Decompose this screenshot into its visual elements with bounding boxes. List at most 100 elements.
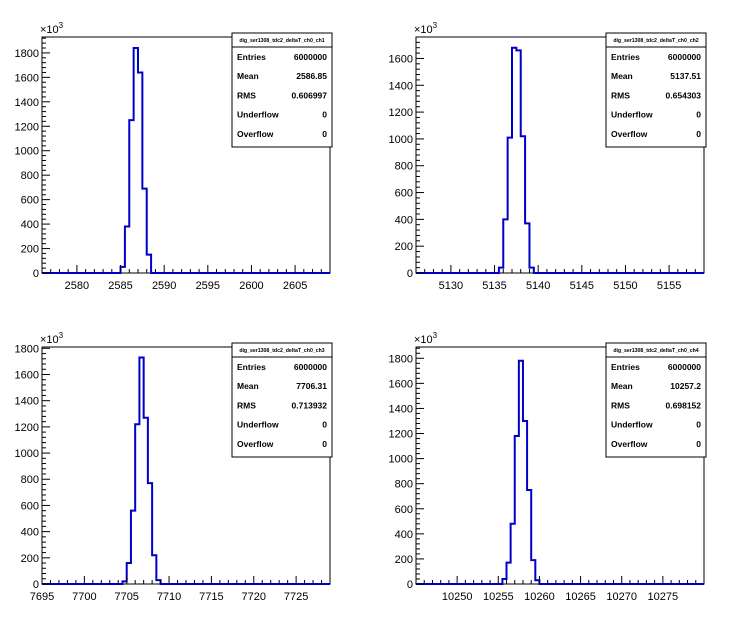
- y-tick-label: 1200: [15, 422, 39, 434]
- y-tick-label: 1000: [15, 448, 39, 460]
- stats-value-entries: 6000000: [294, 362, 327, 372]
- stats-label-underflow: Underflow: [611, 420, 653, 430]
- x-tick-label: 7715: [199, 591, 223, 603]
- x-tick-label: 5155: [657, 280, 681, 292]
- y-tick-label: 0: [33, 579, 39, 591]
- stats-value-overflow: 0: [696, 129, 701, 139]
- y-tick-label: 1400: [389, 403, 413, 415]
- x-tick-label: 10255: [483, 591, 514, 603]
- y-tick-label: 600: [21, 195, 39, 207]
- histogram-line: [416, 46, 704, 274]
- stats-label-overflow: Overflow: [237, 439, 274, 449]
- stats-value-overflow: 0: [322, 439, 327, 449]
- x-tick-label: 2605: [283, 280, 307, 292]
- stats-label-mean: Mean: [237, 381, 259, 391]
- x-tick-label: 7695: [30, 591, 54, 603]
- x-tick-label: 2595: [196, 280, 220, 292]
- x-tick-label: 10260: [524, 591, 555, 603]
- x-tick-label: 7700: [72, 591, 96, 603]
- y-tick-label: 600: [21, 500, 39, 512]
- x-tick-label: 5150: [613, 280, 637, 292]
- stats-value-overflow: 0: [696, 439, 701, 449]
- y-tick-label: 600: [395, 188, 413, 200]
- stats-label-underflow: Underflow: [237, 110, 279, 120]
- histogram-pad-1: 0 200 400 600 800 1000 1200 1400 1600 1800 2580 258…: [15, 21, 333, 292]
- y-tick-label: 1200: [15, 121, 39, 133]
- stats-label-rms: RMS: [237, 90, 256, 100]
- y-tick-label: 200: [21, 553, 39, 565]
- x-tick-label: 7705: [114, 591, 138, 603]
- y-tick-label: 400: [395, 529, 413, 541]
- stats-label-entries: Entries: [611, 52, 640, 62]
- y-tick-label: 1600: [15, 369, 39, 381]
- stats-label-underflow: Underflow: [237, 420, 279, 430]
- stats-label-rms: RMS: [611, 400, 630, 410]
- histogram-line: [42, 356, 330, 585]
- x-tick-label: 5130: [439, 280, 463, 292]
- stats-label-overflow: Overflow: [237, 129, 274, 139]
- y-tick-label: 400: [21, 219, 39, 231]
- x-tick-label: 10250: [442, 591, 473, 603]
- y-tick-label: 1800: [15, 343, 39, 355]
- y-axis-exponent: ×103: [414, 21, 438, 36]
- stats-label-mean: Mean: [611, 71, 633, 81]
- stats-value-mean: 2586.85: [296, 71, 327, 81]
- stats-label-underflow: Underflow: [611, 110, 653, 120]
- stats-value-underflow: 0: [322, 110, 327, 120]
- stats-value-mean: 7706.31: [296, 381, 327, 391]
- x-tick-label: 2580: [65, 280, 89, 292]
- x-tick-label: 10275: [648, 591, 679, 603]
- y-tick-label: 800: [21, 474, 39, 486]
- stats-label-rms: RMS: [611, 90, 630, 100]
- y-tick-label: 1000: [15, 146, 39, 158]
- stats-value-rms: 0.713932: [292, 400, 328, 410]
- y-tick-label: 400: [395, 214, 413, 226]
- stats-value-underflow: 0: [322, 420, 327, 430]
- histogram-line: [416, 359, 704, 585]
- y-tick-label: 200: [21, 244, 39, 256]
- y-tick-label: 800: [21, 170, 39, 182]
- y-tick-label: 1800: [389, 353, 413, 365]
- x-tick-label: 5145: [570, 280, 594, 292]
- stats-value-entries: 6000000: [668, 52, 701, 62]
- y-tick-label: 1600: [389, 53, 413, 65]
- histogram-pad-3: 0 200 400 600 800 1000 1200 1400 1600 1800 7695 770…: [15, 331, 333, 603]
- y-tick-label: 1600: [15, 72, 39, 84]
- histogram-pad-4: 0 200 400 600 800 1000 1200 1400 1600 1800 10250 10…: [389, 331, 707, 603]
- y-tick-label: 0: [33, 268, 39, 280]
- x-tick-label: 7720: [242, 591, 266, 603]
- y-tick-label: 1200: [389, 107, 413, 119]
- x-tick-label: 10265: [565, 591, 596, 603]
- stats-label-entries: Entries: [611, 362, 640, 372]
- stats-value-mean: 10257.2: [670, 381, 701, 391]
- stats-box: dig_ser1308_tdc2_deltaT_ch0_ch1 Entries 60…: [231, 32, 333, 148]
- y-tick-label: 1400: [389, 80, 413, 92]
- stats-box-title: dig_ser1308_tdc2_deltaT_ch0_ch2: [613, 38, 698, 44]
- stats-box-title: dig_ser1308_tdc2_deltaT_ch0_ch1: [239, 38, 324, 44]
- stats-box: dig_ser1308_tdc2_deltaT_ch0_ch4 Entries 60…: [605, 342, 707, 458]
- x-tick-label: 10270: [606, 591, 637, 603]
- stats-value-rms: 0.698152: [666, 400, 702, 410]
- stats-label-entries: Entries: [237, 362, 266, 372]
- y-tick-label: 1000: [389, 134, 413, 146]
- stats-value-mean: 5137.51: [670, 71, 701, 81]
- y-tick-label: 1600: [389, 378, 413, 390]
- stats-value-entries: 6000000: [294, 52, 327, 62]
- stats-label-mean: Mean: [237, 71, 259, 81]
- histogram-pad-2: 0 200 400 600 800 1000 1200 1400 1600 5130 5135 514…: [389, 21, 707, 292]
- stats-box-frame: [231, 342, 333, 458]
- y-tick-label: 200: [395, 554, 413, 566]
- stats-box-title: dig_ser1308_tdc2_deltaT_ch0_ch4: [613, 348, 698, 354]
- stats-box-frame: [605, 32, 707, 148]
- stats-box: dig_ser1308_tdc2_deltaT_ch0_ch2 Entries 60…: [605, 32, 707, 148]
- x-tick-label: 2590: [152, 280, 176, 292]
- x-tick-label: 7710: [157, 591, 181, 603]
- stats-label-rms: RMS: [237, 400, 256, 410]
- x-tick-label: 5140: [526, 280, 550, 292]
- y-tick-label: 1200: [389, 429, 413, 441]
- y-tick-label: 0: [407, 268, 413, 280]
- y-tick-label: 600: [395, 504, 413, 516]
- y-tick-label: 1400: [15, 97, 39, 109]
- x-tick-label: 7725: [284, 591, 308, 603]
